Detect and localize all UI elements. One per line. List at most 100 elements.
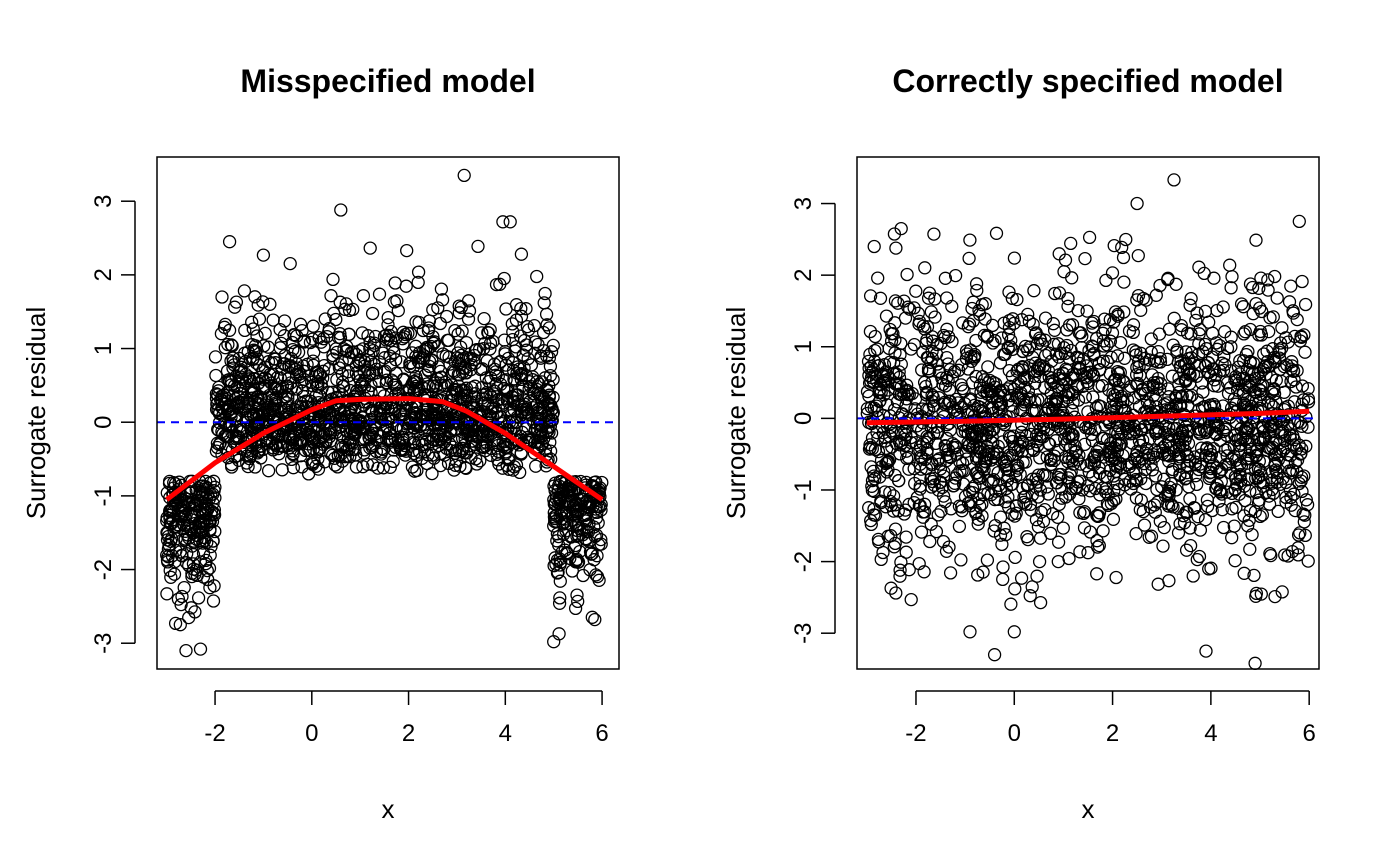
data-point — [1064, 236, 1078, 251]
data-point — [440, 333, 455, 348]
data-point — [209, 402, 224, 417]
data-point — [916, 319, 931, 333]
data-point — [1009, 499, 1023, 513]
data-point — [1227, 519, 1241, 533]
data-point — [1150, 445, 1165, 459]
data-point — [1123, 474, 1137, 488]
data-point — [1022, 314, 1036, 328]
data-point — [1256, 475, 1270, 490]
data-point — [1026, 350, 1040, 365]
data-point — [974, 385, 988, 399]
data-point — [1078, 437, 1092, 452]
data-point — [1200, 499, 1215, 514]
data-point — [487, 357, 502, 371]
data-point — [984, 435, 998, 449]
data-point — [338, 450, 352, 464]
data-point — [1119, 421, 1134, 436]
data-point — [909, 284, 923, 298]
data-point — [1179, 505, 1193, 519]
y-tick-label: -3 — [790, 623, 817, 644]
data-point — [287, 430, 301, 444]
data-point — [1085, 316, 1099, 330]
data-point — [1186, 569, 1200, 583]
data-point — [433, 316, 447, 331]
x-axis: -2 0 2 4 6 — [905, 690, 1316, 747]
data-point — [1224, 281, 1238, 295]
data-point — [1274, 374, 1288, 389]
data-point — [455, 324, 469, 338]
data-point — [1185, 345, 1199, 360]
data-point — [986, 401, 1000, 415]
data-point — [934, 475, 948, 489]
data-point — [497, 333, 512, 347]
data-point — [1228, 428, 1242, 442]
data-point — [493, 277, 507, 291]
data-point — [868, 329, 882, 344]
data-point — [956, 316, 970, 330]
data-point — [1243, 542, 1257, 556]
data-point — [1027, 284, 1041, 298]
data-point — [876, 545, 890, 560]
data-point — [365, 440, 379, 454]
data-point — [1036, 359, 1051, 373]
data-point — [1115, 240, 1129, 255]
data-point — [943, 450, 958, 465]
data-point — [1027, 369, 1042, 383]
data-point — [464, 395, 479, 410]
data-point — [499, 302, 513, 316]
data-point — [534, 422, 548, 437]
data-point — [347, 419, 361, 433]
data-point — [975, 428, 989, 443]
data-point — [1162, 449, 1177, 463]
data-point — [1113, 335, 1128, 350]
data-point — [459, 366, 473, 380]
data-point — [452, 299, 466, 313]
data-point — [526, 387, 540, 401]
data-point — [1117, 351, 1132, 365]
data-point — [1184, 291, 1198, 306]
data-point — [1182, 480, 1196, 494]
y-tick-label: 2 — [90, 268, 117, 281]
data-point — [970, 452, 984, 466]
data-point — [1106, 512, 1121, 526]
data-point — [417, 349, 432, 363]
data-point — [991, 394, 1005, 408]
data-point — [887, 402, 902, 417]
y-tick-label: 0 — [790, 412, 817, 425]
data-point — [1203, 369, 1218, 383]
data-point — [517, 397, 532, 411]
data-point — [443, 357, 457, 371]
data-point — [980, 553, 995, 567]
data-point — [927, 227, 941, 241]
data-point — [1284, 279, 1298, 293]
data-point — [1032, 554, 1047, 569]
data-point — [867, 401, 881, 415]
data-point — [177, 500, 191, 515]
data-point — [1060, 363, 1074, 378]
data-point — [472, 342, 487, 357]
data-point — [435, 293, 450, 307]
data-point — [1100, 338, 1114, 352]
data-point — [1080, 304, 1094, 318]
data-point — [900, 387, 915, 402]
data-point — [383, 333, 398, 348]
data-point — [1092, 509, 1106, 523]
data-point — [1250, 448, 1264, 462]
data-point — [998, 528, 1013, 542]
data-point — [1158, 448, 1172, 462]
data-point — [1280, 358, 1294, 372]
data-point — [1111, 483, 1126, 497]
data-point — [996, 572, 1010, 587]
data-point — [386, 340, 400, 354]
data-point — [193, 642, 208, 656]
data-point — [261, 340, 275, 354]
data-point — [1271, 453, 1285, 467]
data-point — [911, 306, 925, 320]
data-point — [1175, 389, 1189, 403]
data-point — [403, 359, 417, 374]
data-point — [1109, 464, 1123, 479]
data-point — [246, 322, 260, 336]
data-point — [340, 443, 354, 457]
data-point — [1113, 461, 1128, 475]
